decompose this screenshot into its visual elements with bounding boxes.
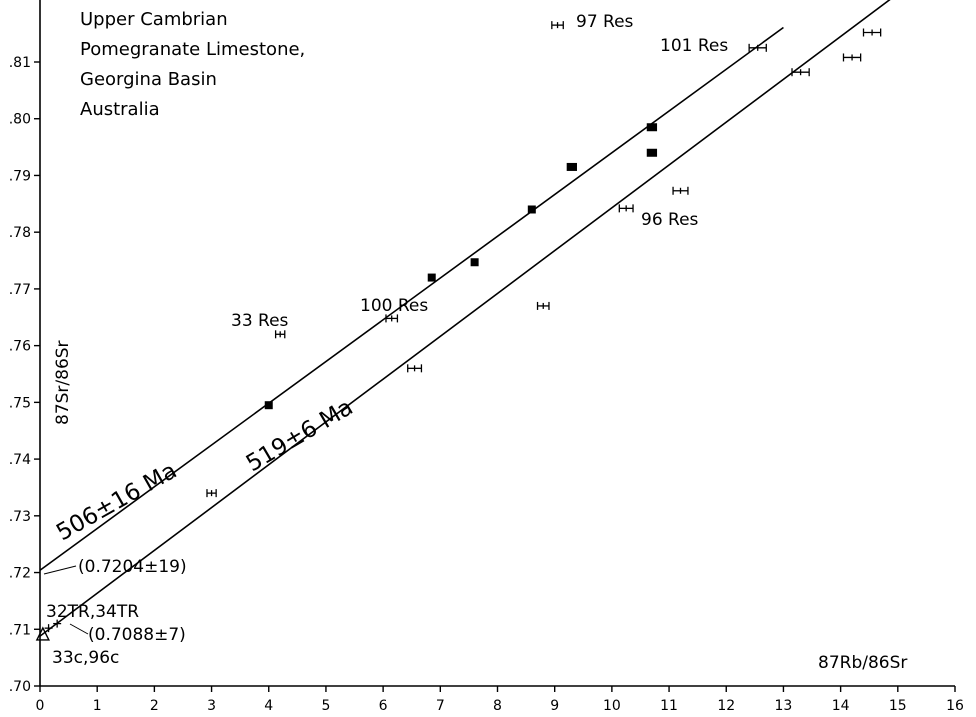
intercept-label-lower: (0.7088±7) [88, 625, 186, 645]
x-tick-label: 1 [93, 698, 102, 714]
data-point-cross [44, 624, 53, 633]
x-tick-label: 0 [36, 698, 45, 714]
y-tick-label: .72 [9, 566, 31, 582]
y-tick-label: .79 [9, 168, 31, 184]
label-96-res: 96 Res [641, 210, 699, 230]
sample-label-33c-96c: 33c,96c [52, 648, 119, 668]
x-tick-label: 5 [321, 698, 330, 714]
label-100-res: 100 Res [360, 296, 428, 316]
label-97-res: 97 Res [576, 12, 634, 32]
data-point-errorbar [206, 489, 217, 498]
x-tick-label: 2 [150, 698, 159, 714]
data-point-box [470, 258, 479, 267]
label-101-res: 101 Res [660, 36, 728, 56]
data-point-errorbar [551, 21, 564, 30]
title-line-2: Pomegranate Limestone, [80, 39, 305, 60]
y-tick-label: .81 [9, 55, 31, 71]
data-point-box [646, 123, 658, 132]
data-point-box [646, 148, 658, 157]
x-tick-label: 15 [889, 698, 907, 714]
title-block: Upper Cambrian Pomegranate Limestone, Ge… [80, 9, 305, 120]
data-point-errorbar [618, 204, 634, 213]
x-tick-label: 7 [436, 698, 445, 714]
y-axis-label: 87Sr/86Sr [53, 340, 73, 425]
leader-line-lower [69, 623, 89, 635]
x-tick-label: 3 [207, 698, 216, 714]
leader-line-upper [43, 565, 77, 575]
isochron-line-1 [39, 26, 784, 571]
axes: 0 1 2 3 4 5 6 7 8 9 10 11 12 13 14 15 16.70.71.72.73.74.… [9, 0, 964, 714]
title-line-1: Upper Cambrian [80, 9, 228, 30]
isochron-label-506: 506±16 Ma [52, 458, 181, 546]
x-tick-label: 14 [832, 698, 850, 714]
y-tick-label: .77 [9, 282, 31, 298]
x-axis-label: 87Rb/86Sr [818, 653, 907, 673]
sample-label-32tr-34tr: 32TR,34TR [46, 602, 139, 622]
x-tick-label: 16 [946, 698, 964, 714]
y-tick-label: .76 [9, 339, 31, 355]
intercept-label-upper: (0.7204±19) [78, 557, 187, 577]
x-tick-label: 9 [550, 698, 559, 714]
data-point-box [264, 401, 273, 410]
data-point-box [566, 162, 577, 171]
x-tick-label: 11 [660, 698, 678, 714]
data-point-errorbar [385, 314, 399, 323]
x-tick-label: 10 [603, 698, 621, 714]
data-point-errorbar [274, 330, 286, 339]
data-point-errorbar [748, 43, 767, 52]
data-point-box [427, 273, 436, 282]
data-point-errorbar [672, 186, 689, 195]
x-tick-label: 13 [775, 698, 793, 714]
x-tick-label: 4 [264, 698, 273, 714]
data-point-errorbar [536, 301, 550, 310]
x-tick-label: 12 [717, 698, 735, 714]
label-33-res: 33 Res [231, 311, 289, 331]
data-point-errorbar [862, 28, 882, 37]
isochron-label-519: 519±6 Ma [242, 394, 358, 477]
data-point-box [527, 205, 536, 214]
data-point-errorbar [407, 364, 423, 373]
y-tick-label: .71 [9, 622, 31, 638]
title-line-3: Georgina Basin [80, 69, 217, 90]
x-tick-label: 6 [379, 698, 388, 714]
data-point-cross [53, 619, 62, 628]
data-point-errorbar [842, 53, 862, 62]
y-tick-label: .73 [9, 509, 31, 525]
y-tick-label: .70 [9, 679, 31, 695]
x-tick-label: 8 [493, 698, 502, 714]
y-tick-label: .78 [9, 225, 31, 241]
title-line-4: Australia [80, 99, 160, 120]
data-point-errorbar [791, 68, 810, 77]
data-points [35, 21, 882, 641]
y-tick-label: .80 [9, 112, 31, 128]
isochron-line-2 [39, 0, 891, 637]
y-tick-label: .74 [9, 452, 31, 468]
y-tick-label: .75 [9, 395, 31, 411]
isochron-lines [39, 0, 891, 637]
data-point-triangle [35, 626, 50, 641]
